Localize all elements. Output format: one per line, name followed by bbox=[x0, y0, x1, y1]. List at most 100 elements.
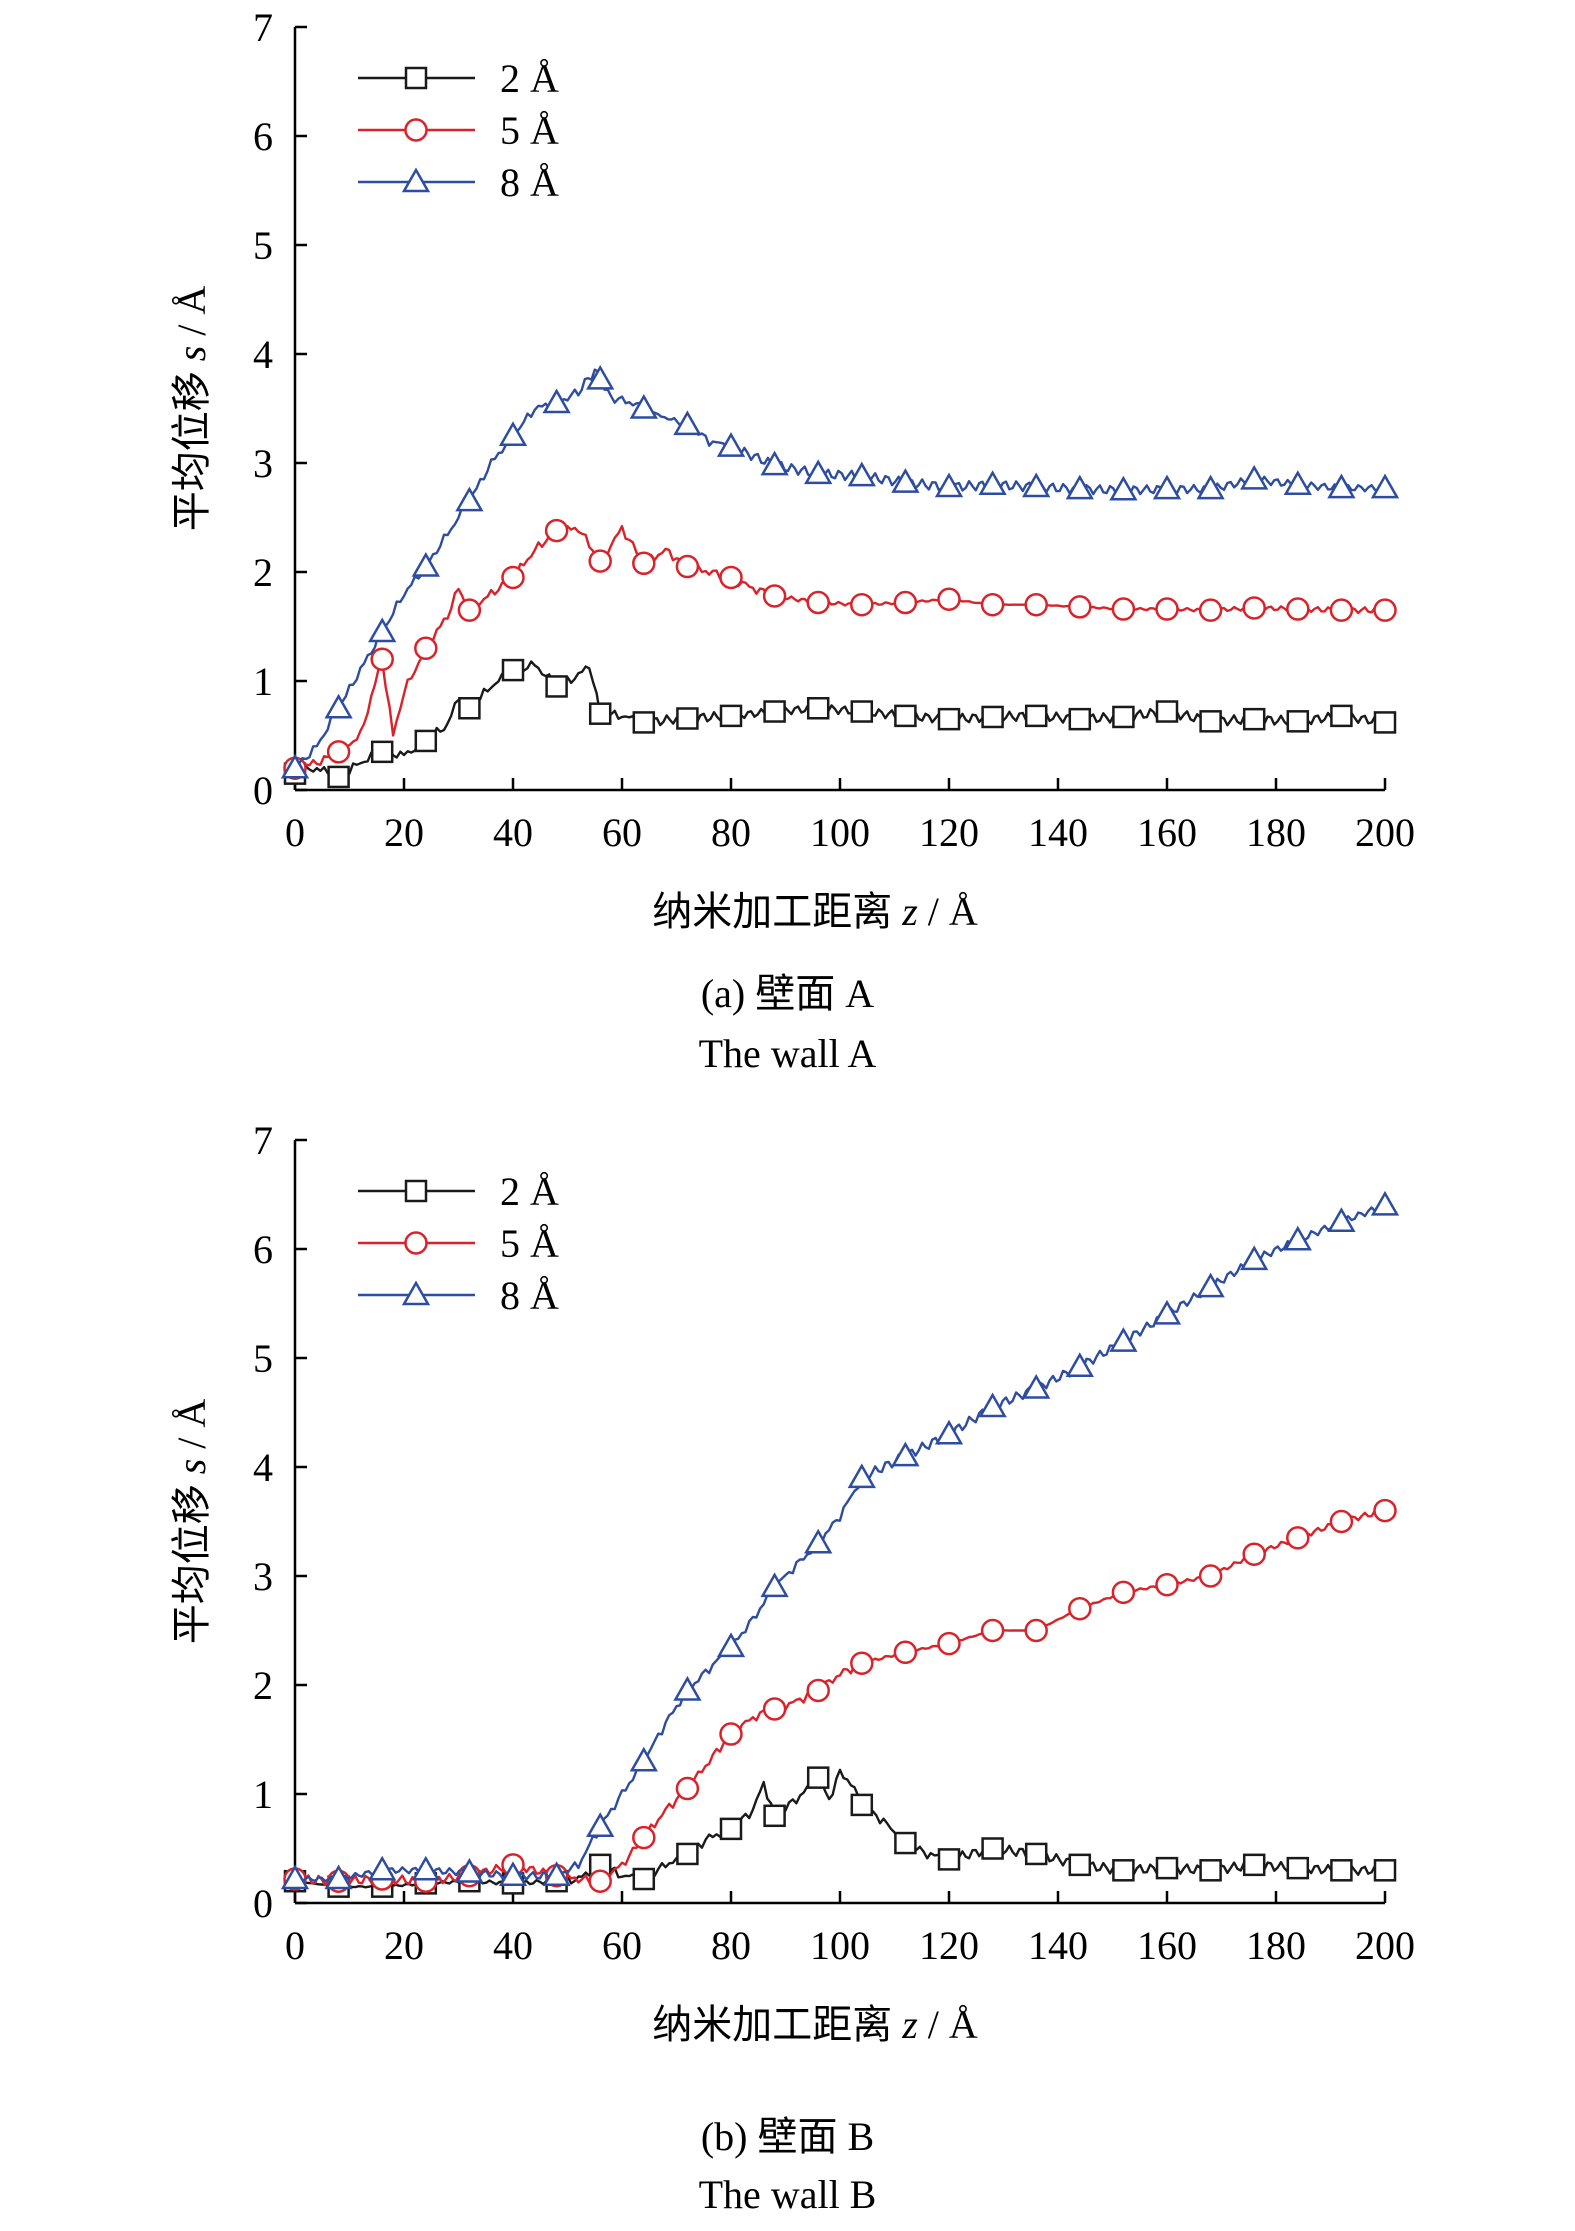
chart-a-point bbox=[891, 468, 920, 493]
chart-b-x-tick-label: 120 bbox=[919, 1923, 979, 1968]
chart-b-point bbox=[368, 1855, 397, 1881]
chart-b-legend-marker-1 bbox=[404, 1231, 428, 1255]
chart-b-point bbox=[804, 1528, 833, 1554]
chart-b-point bbox=[542, 1861, 571, 1886]
chart-a-point bbox=[1329, 598, 1354, 622]
chart-a-point bbox=[1199, 710, 1222, 733]
chart-b-point bbox=[280, 1864, 310, 1890]
chart-a-x-axis-label: 纳米加工距离 z / Å bbox=[652, 889, 978, 934]
chart-a-point bbox=[806, 590, 830, 615]
chart-b-point bbox=[1286, 1526, 1310, 1550]
chart-b-point bbox=[891, 1441, 920, 1467]
chart-a-point bbox=[544, 518, 569, 543]
chart-b-point bbox=[760, 1572, 789, 1598]
chart-a-point bbox=[1024, 592, 1048, 617]
chart-b-point bbox=[1329, 1509, 1354, 1534]
chart-a-point bbox=[1022, 472, 1051, 498]
chart-b-point bbox=[893, 1640, 918, 1665]
chart-a-x-tick-label: 40 bbox=[493, 810, 533, 855]
chart-a-point bbox=[1111, 597, 1136, 621]
chart-a-point bbox=[850, 700, 874, 723]
chart-b-point bbox=[1240, 1245, 1269, 1271]
chart-b-point bbox=[762, 1697, 787, 1721]
chart-b-point bbox=[632, 1867, 656, 1891]
chart-a-point bbox=[1242, 596, 1266, 620]
chart-a-point bbox=[368, 617, 397, 643]
chart-b-point bbox=[934, 1419, 964, 1445]
chart-b-point bbox=[1283, 1225, 1312, 1251]
chart-a-point bbox=[1068, 595, 1092, 619]
chart-a-point bbox=[1283, 470, 1312, 496]
chart-b-point bbox=[1370, 1190, 1400, 1216]
chart-b-x-tick-label: 0 bbox=[285, 1923, 305, 1968]
chart-b-point bbox=[1373, 1859, 1397, 1882]
chart-a-point bbox=[501, 565, 525, 590]
chart-a-point bbox=[370, 740, 394, 764]
chart-b-x-tick-label: 80 bbox=[711, 1923, 751, 1968]
chart-b-point bbox=[1330, 1859, 1353, 1882]
chart-a-point bbox=[1286, 597, 1310, 621]
chart-a-point bbox=[411, 552, 440, 577]
chart-a-legend-marker-1 bbox=[404, 118, 428, 142]
chart-a-x-tick-label: 180 bbox=[1246, 810, 1306, 855]
chart-a-series-1 bbox=[283, 518, 1397, 780]
chart-a-point bbox=[716, 432, 746, 457]
chart-b-x-tick-label: 20 bbox=[384, 1923, 424, 1968]
chart-b-point bbox=[629, 1746, 658, 1772]
chart-b-point bbox=[980, 1618, 1005, 1643]
chart-a-point bbox=[327, 765, 350, 789]
chart-b-x-tick-label: 200 bbox=[1355, 1923, 1415, 1968]
chart-b-point bbox=[1373, 1498, 1397, 1523]
chart-b-series-1 bbox=[283, 1498, 1397, 1893]
chart-a-point bbox=[1330, 704, 1353, 728]
chart-b-point bbox=[1112, 1859, 1135, 1882]
chart-a-point bbox=[978, 470, 1007, 496]
chart-a-x-tick-label: 160 bbox=[1137, 810, 1197, 855]
chart-a-y-tick-label: 0 bbox=[253, 768, 273, 813]
chart-b-point bbox=[588, 1869, 612, 1893]
chart-b-point bbox=[1199, 1859, 1222, 1882]
chart-a-point bbox=[632, 711, 656, 734]
chart-b-series-line-2 bbox=[294, 1202, 1386, 1883]
chart-b-y-tick-label: 1 bbox=[253, 1772, 273, 1817]
chart-a-point bbox=[1152, 474, 1182, 500]
chart-a-point bbox=[458, 697, 481, 720]
chart-a-point bbox=[1240, 464, 1269, 490]
chart-b-point bbox=[850, 1651, 874, 1675]
chart-a-point bbox=[981, 705, 1004, 729]
chart-a-point bbox=[1198, 598, 1223, 622]
chart-a-point bbox=[763, 700, 786, 723]
chart-b-point bbox=[673, 1675, 702, 1701]
chart-a-legend-label-2: 8 Å bbox=[500, 160, 559, 205]
chart-a-point bbox=[1112, 705, 1135, 729]
chart-a-point bbox=[280, 753, 310, 779]
chart-a-y-tick-label: 1 bbox=[253, 659, 273, 704]
chart-a-point bbox=[1024, 704, 1048, 728]
chart-b-point bbox=[1155, 1856, 1179, 1880]
chart-a-point bbox=[1286, 710, 1310, 733]
chart-a-point bbox=[1373, 598, 1397, 622]
chart-a-series-line-1 bbox=[294, 525, 1386, 771]
chart-a-point bbox=[1242, 707, 1266, 731]
chart-a-point bbox=[894, 704, 917, 728]
caption-a-en: The wall A bbox=[698, 1031, 877, 1076]
chart-a-point bbox=[1155, 700, 1179, 723]
chart-a-point bbox=[414, 729, 438, 753]
chart-a-point bbox=[1370, 473, 1400, 499]
chart-a-legend-label-1: 5 Å bbox=[500, 108, 559, 153]
chart-a-series-2 bbox=[280, 364, 1400, 779]
chart-b: 0 1 2 3 4 5 6 7 0 20 40 60 80 100 120 140 160 180 200 纳米加工距… bbox=[169, 1118, 1415, 2047]
chart-b-point bbox=[1196, 1272, 1225, 1298]
chart-b-point bbox=[763, 1804, 786, 1828]
chart-a-point bbox=[719, 704, 743, 728]
chart-b-point bbox=[1109, 1327, 1138, 1352]
chart-a-point bbox=[501, 658, 525, 682]
chart-b-point bbox=[498, 1861, 528, 1886]
chart-a-x-tick-label: 200 bbox=[1355, 810, 1415, 855]
chart-a-point bbox=[1068, 707, 1092, 731]
chart-a-point bbox=[760, 450, 789, 476]
chart-a-x-tick-label: 60 bbox=[602, 810, 642, 855]
chart-a-y-tick-label: 5 bbox=[253, 223, 273, 268]
chart-b-x-tick-label: 180 bbox=[1246, 1923, 1306, 1968]
chart-b-point bbox=[716, 1632, 746, 1658]
